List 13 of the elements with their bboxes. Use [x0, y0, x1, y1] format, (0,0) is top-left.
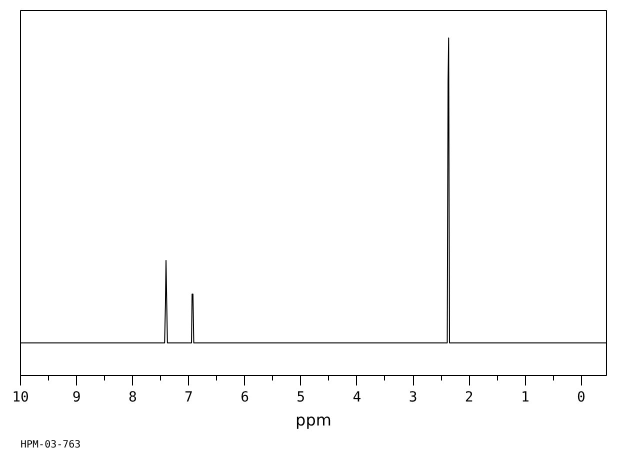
- x-tick-label: 1: [520, 390, 530, 406]
- text: HPM-03-763: [20, 440, 81, 450]
- x-tick-label: 7: [184, 390, 193, 406]
- x-axis-title: ppm: [296, 410, 332, 430]
- x-tick-label: 0: [577, 390, 586, 406]
- x-tick-label: 8: [128, 390, 137, 406]
- x-tick-label: 5: [296, 390, 306, 406]
- x-tick-label: 9: [72, 390, 81, 406]
- x-tick-label: 6: [240, 390, 250, 406]
- x-tick-label: 4: [352, 390, 362, 406]
- x-tick-label: 2: [464, 390, 474, 406]
- x-tick-label: 10: [12, 390, 29, 406]
- x-tick-label: 3: [408, 390, 418, 406]
